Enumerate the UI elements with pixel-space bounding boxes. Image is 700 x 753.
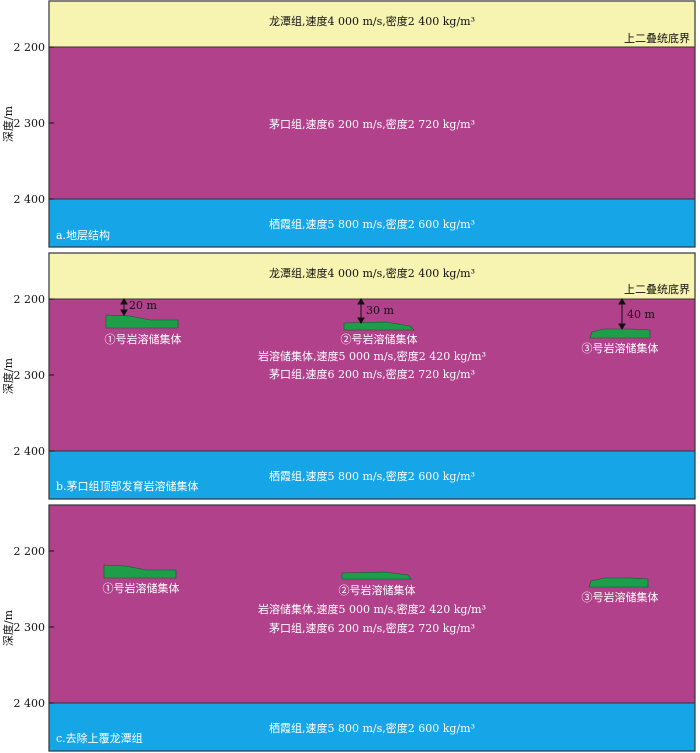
panel-c-body3-label: ③号岩溶储集体 [582, 590, 659, 604]
panel-a-tick-label-2300: 2 300 [14, 117, 46, 130]
panel-b-axis: 2 200 2 300 2 400 深度/m [1, 293, 54, 458]
panel-c-karst-body-1 [103, 564, 177, 579]
panel-c-caption: c.去除上覆龙潭组 [56, 731, 143, 745]
panel-b-qixia-layer [49, 451, 695, 499]
panel-b-gap-arrow-1 [120, 298, 128, 316]
panel-c-body2-label: ②号岩溶储集体 [339, 583, 416, 597]
panel-a: 龙潭组,速度4 000 m/s,密度2 400 kg/m³ 上二叠统底界 茅口组… [1, 0, 696, 248]
panel-c-frame [48, 504, 696, 752]
panel-a-longtan-label: 龙潭组,速度4 000 m/s,密度2 400 kg/m³ [269, 14, 475, 28]
panel-c-karst-body-3 [588, 577, 649, 588]
panel-b-tick-label-2300: 2 300 [14, 369, 46, 382]
panel-b-karst-body-2 [343, 321, 415, 331]
panel-b-karst-body-1 [105, 314, 179, 329]
panel-a-axis-title: 深度/m [1, 105, 15, 142]
panel-c-axis-title: 深度/m [1, 609, 15, 646]
panel-a-maokou-label: 茅口组,速度6 200 m/s,密度2 720 kg/m³ [269, 117, 475, 131]
panel-b-gap-label-1: 20 m [129, 299, 157, 312]
panel-a-axis: 2 200 2 300 2 400 深度/m [1, 41, 54, 206]
panel-b-axis-title: 深度/m [1, 357, 15, 394]
panel-b: 龙潭组,速度4 000 m/s,密度2 400 kg/m³ 上二叠统底界 20 … [1, 252, 696, 500]
panel-a-frame [48, 0, 696, 248]
panel-b-gap-label-3: 40 m [627, 308, 655, 321]
panel-b-longtan-label: 龙潭组,速度4 000 m/s,密度2 400 kg/m³ [269, 266, 475, 280]
panel-b-body3-label: ③号岩溶储集体 [582, 341, 659, 355]
panel-c-qixia-label: 栖霞组,速度5 800 m/s,密度2 600 kg/m³ [269, 721, 475, 735]
panel-c-axis: 2 200 2 300 2 400 深度/m [1, 545, 54, 710]
panel-a-qixia-label: 栖霞组,速度5 800 m/s,密度2 600 kg/m³ [269, 217, 475, 231]
panel-a-maokou-layer [49, 47, 695, 199]
panel-b-maokou-label: 茅口组,速度6 200 m/s,密度2 720 kg/m³ [269, 367, 475, 381]
panel-a-caption: a.地层结构 [56, 228, 110, 242]
panel-b-gap-arrow-2 [357, 298, 365, 324]
panel-c-body1-label: ①号岩溶储集体 [103, 581, 180, 595]
panel-b-karst-props-label: 岩溶储集体,速度5 000 m/s,密度2 420 kg/m³ [258, 349, 486, 363]
panel-a-tick-label-2400: 2 400 [14, 193, 46, 206]
panel-b-tick-label-2400: 2 400 [14, 445, 46, 458]
panel-b-karst-body-3 [589, 328, 651, 339]
panel-b-boundary-label: 上二叠统底界 [624, 282, 690, 296]
panel-b-gap-arrow-3 [618, 298, 626, 330]
panel-b-body1-label: ①号岩溶储集体 [105, 332, 182, 346]
panel-b-longtan-layer [49, 253, 695, 299]
panel-b-qixia-label: 栖霞组,速度5 800 m/s,密度2 600 kg/m³ [269, 469, 475, 483]
panel-c-tick-label-2200: 2 200 [14, 545, 46, 558]
panel-c-karst-props-label: 岩溶储集体,速度5 000 m/s,密度2 420 kg/m³ [258, 602, 486, 616]
panel-b-tick-label-2200: 2 200 [14, 293, 46, 306]
panel-b-body2-label: ②号岩溶储集体 [341, 332, 418, 346]
panel-b-gap-label-2: 30 m [366, 304, 394, 317]
panel-a-longtan-layer [49, 1, 695, 47]
panel-c-tick-label-2400: 2 400 [14, 697, 46, 710]
panel-a-qixia-layer [49, 199, 695, 247]
panel-c-tick-label-2300: 2 300 [14, 621, 46, 634]
panel-c: ①号岩溶储集体 ②号岩溶储集体 ③号岩溶储集体 岩溶储集体,速度5 000 m/… [1, 504, 696, 752]
panel-a-boundary-label: 上二叠统底界 [624, 31, 690, 45]
panel-b-frame [48, 252, 696, 500]
panel-c-maokou-label: 茅口组,速度6 200 m/s,密度2 720 kg/m³ [269, 621, 475, 635]
panel-a-tick-label-2200: 2 200 [14, 41, 46, 54]
panel-c-qixia-layer [49, 703, 695, 751]
panel-c-karst-body-2 [341, 571, 412, 580]
panel-c-maokou-layer [49, 505, 695, 703]
panel-b-caption: b.茅口组顶部发育岩溶储集体 [56, 479, 199, 493]
